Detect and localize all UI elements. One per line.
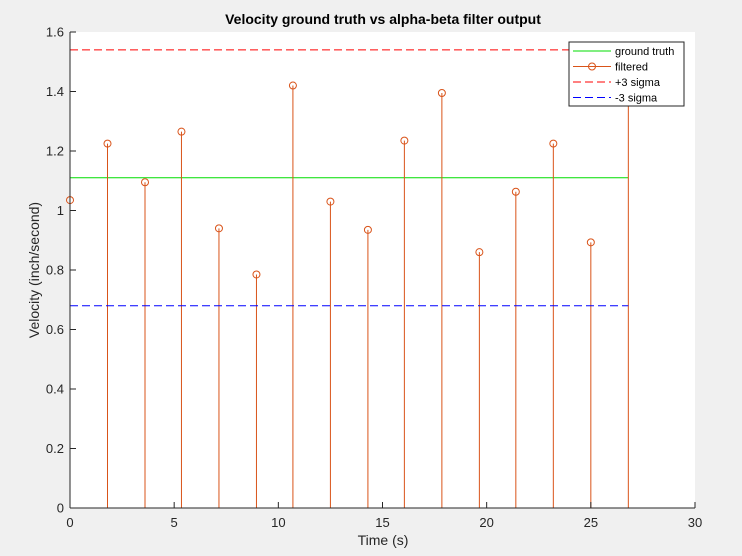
filtered-point — [511, 187, 520, 196]
filtered-point — [475, 248, 484, 257]
filtered-point — [586, 238, 595, 247]
filtered-point — [252, 270, 261, 279]
y-tick-label: 0.4 — [46, 382, 64, 397]
filtered-point — [326, 197, 335, 206]
legend-label: +3 sigma — [615, 77, 661, 89]
x-tick-label: 15 — [375, 515, 389, 530]
filtered-point — [141, 178, 149, 187]
filtered-point — [214, 224, 223, 233]
filtered-point — [363, 225, 372, 234]
x-tick-label: 20 — [479, 515, 493, 530]
y-tick-label: 0.2 — [46, 441, 64, 456]
x-tick-label: 25 — [584, 515, 598, 530]
filtered-point — [103, 139, 112, 148]
y-tick-label: 1.4 — [46, 84, 64, 99]
y-tick-label: 1.2 — [46, 144, 64, 159]
legend-marker — [588, 62, 596, 71]
y-tick-label: 0 — [57, 501, 64, 516]
legend: ground truth filtered +3 sigma -3 sigma — [568, 41, 685, 107]
y-tick-label: 1 — [57, 203, 64, 218]
x-tick-label: 10 — [271, 515, 285, 530]
y-tick-label: 0.6 — [46, 322, 64, 337]
x-tick-label: 5 — [171, 515, 178, 530]
filtered-point — [288, 81, 297, 90]
legend-label: ground truth — [615, 46, 674, 58]
filtered-point — [400, 136, 409, 145]
legend-label: -3 sigma — [615, 93, 658, 105]
x-tick-label: 0 — [66, 515, 73, 530]
y-axis-label: Velocity (inch/second) — [26, 202, 42, 338]
y-tick-label: 1.6 — [46, 25, 64, 40]
x-tick-label: 30 — [688, 515, 702, 530]
chart-title: Velocity ground truth vs alpha-beta filt… — [225, 11, 541, 27]
filtered-point — [549, 139, 558, 148]
y-tick-label: 0.8 — [46, 263, 64, 278]
x-axis-label: Time (s) — [358, 532, 409, 548]
filtered-point — [437, 88, 446, 97]
legend-label: filtered — [615, 62, 648, 74]
filtered-point — [177, 127, 186, 136]
legend-box — [568, 41, 685, 107]
